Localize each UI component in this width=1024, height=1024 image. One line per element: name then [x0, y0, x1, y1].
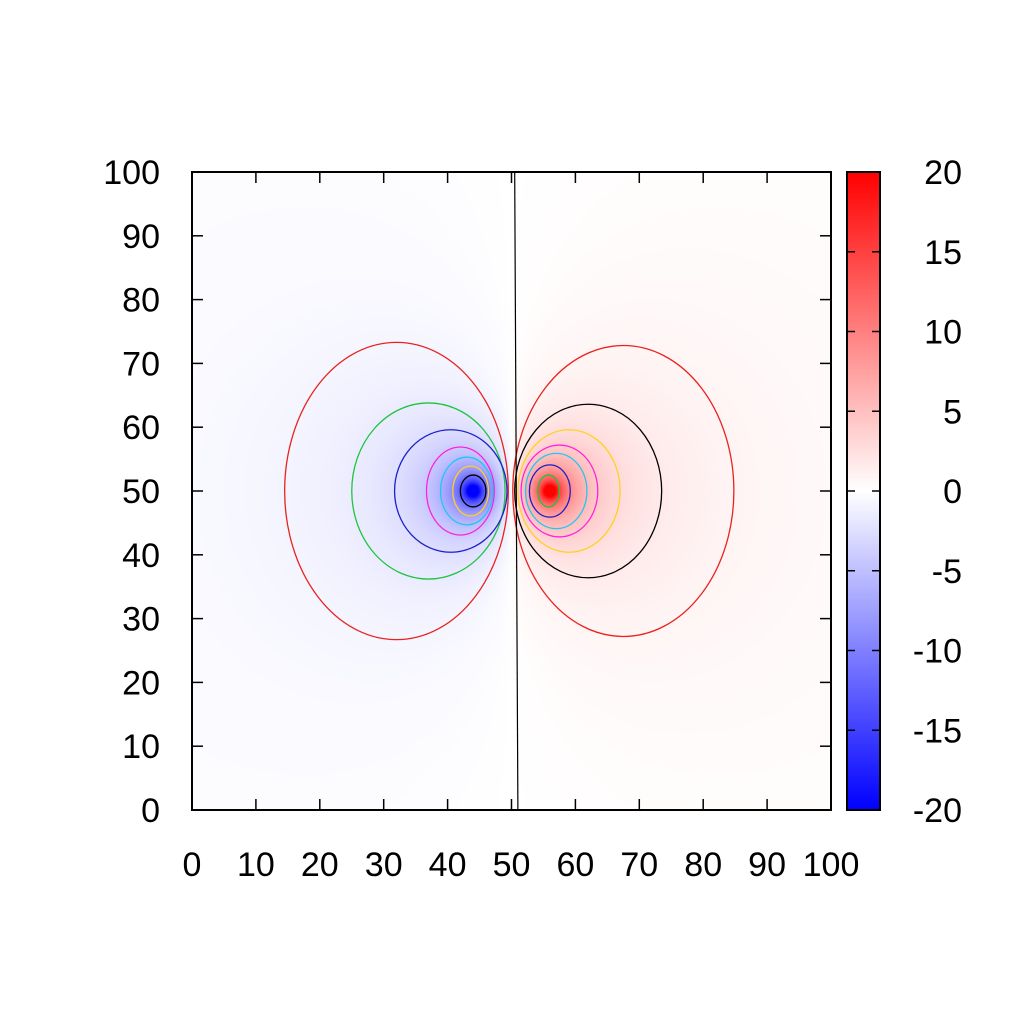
contour-negative-6: [459, 474, 487, 508]
axis-ticks: [191, 171, 832, 811]
y-tick-label: 50: [122, 473, 160, 511]
y-tick-label: 0: [141, 792, 160, 830]
colorbar-tick-label: -20: [913, 792, 962, 830]
contour-negative-5: [452, 465, 490, 517]
contour-negative-2: [393, 429, 508, 553]
colorbar-tick-label: 15: [924, 234, 962, 272]
heatmap-canvas: [192, 172, 831, 810]
x-tick-label: 30: [365, 846, 403, 884]
contour-positive-13: [537, 474, 561, 508]
contour-positive-7: [512, 344, 735, 638]
contour-positive-11: [524, 452, 588, 530]
y-tick-label: 20: [122, 664, 160, 702]
x-tick-label: 80: [684, 846, 722, 884]
x-axis-tick-labels: 0 10 20 30 40 50 60 70 80 90 100: [183, 846, 860, 884]
x-tick-label: 90: [748, 846, 786, 884]
contour-positive-12: [528, 464, 571, 518]
x-tick-label: 50: [493, 846, 531, 884]
colorbar-ticks: [847, 171, 880, 811]
contour-negative-3: [425, 446, 495, 536]
y-tick-label: 80: [122, 282, 160, 320]
x-tick-label: 20: [301, 846, 339, 884]
x-tick-label: 70: [620, 846, 658, 884]
x-tick-label: 10: [237, 846, 275, 884]
x-tick-label: 0: [183, 846, 202, 884]
colorbar-tick-label: -5: [932, 553, 962, 591]
contour-positive-8: [514, 403, 663, 579]
y-tick-label: 90: [122, 218, 160, 256]
colorbar-tick-label: 10: [924, 314, 962, 352]
colorbar-tick-label: 20: [924, 154, 962, 192]
y-tick-label: 40: [122, 537, 160, 575]
y-tick-label: 70: [122, 345, 160, 383]
y-tick-label: 10: [122, 728, 160, 766]
y-axis-tick-labels: 0 10 20 30 40 50 60 70 80 90 100: [103, 154, 160, 830]
contour-positive-10: [520, 444, 599, 538]
colorbar-tick-label: 0: [943, 473, 962, 511]
colorbar-tick-label: -15: [913, 712, 962, 750]
colorbar-tick-labels: -20 -15 -10 -5 0 5 10 15 20: [913, 154, 962, 830]
contour-lines: [284, 341, 735, 641]
x-tick-label: 100: [803, 846, 860, 884]
contour-negative-4: [439, 456, 494, 526]
x-tick-label: 40: [429, 846, 467, 884]
contour-negative-1: [351, 402, 506, 580]
x-tick-label: 60: [556, 846, 594, 884]
contour-positive-9: [517, 429, 621, 553]
y-tick-label: 60: [122, 409, 160, 447]
zero-contour-line: [514, 171, 519, 811]
colorbar-tick-label: -10: [913, 633, 962, 671]
contour-negative-0: [284, 341, 509, 641]
colorbar-tick-label: 5: [943, 393, 962, 431]
y-tick-label: 100: [103, 154, 160, 192]
y-tick-label: 30: [122, 601, 160, 639]
